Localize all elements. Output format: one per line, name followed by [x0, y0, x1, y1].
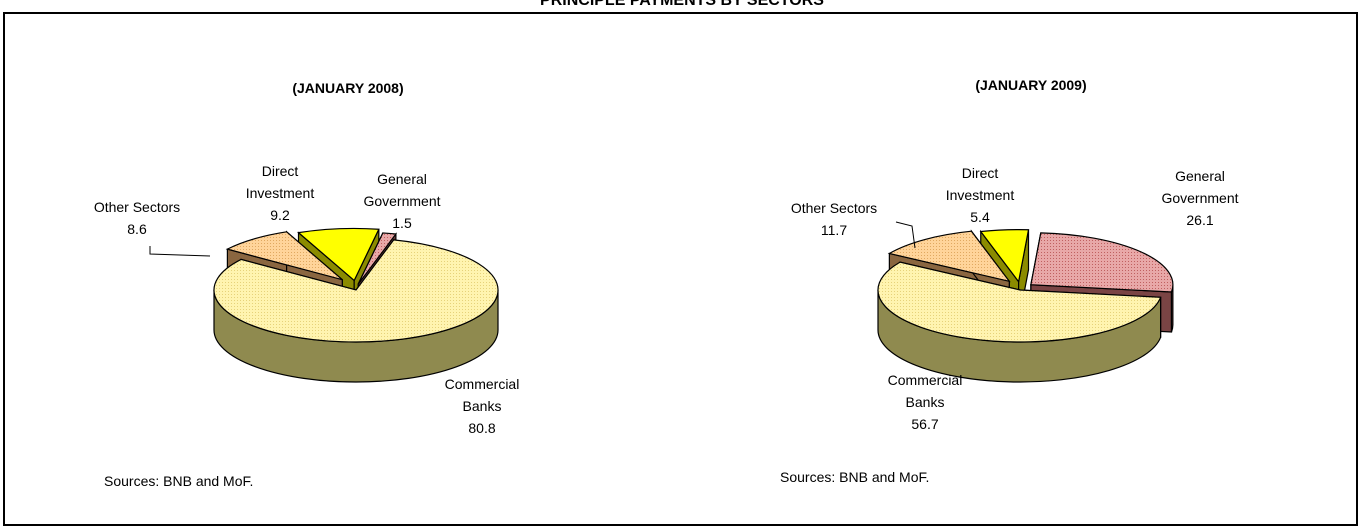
slice-name-label: Direct [262, 163, 299, 179]
chart-title: (JANUARY 2008) [292, 80, 403, 96]
chart-title: (JANUARY 2009) [975, 77, 1086, 93]
slice-name-label: General [377, 171, 427, 187]
pie-slice-top [979, 229, 1030, 284]
pie-slice-commercial-banks [213, 238, 499, 383]
leader-line [895, 221, 916, 249]
slice-name-label: Other Sectors [791, 200, 877, 216]
pie-slice-top [1030, 232, 1174, 293]
slice-name-label: Investment [946, 187, 1015, 203]
slice-name-label: Other Sectors [94, 199, 180, 215]
slice-label-general-government: General Government 26.1 [1161, 168, 1238, 228]
slice-value-label: 1.5 [392, 215, 412, 231]
slice-name-label: Direct [962, 165, 999, 181]
slice-label-direct-investment: Direct Investment 5.4 [946, 165, 1015, 225]
slice-label-other-sectors: Other Sectors 11.7 [791, 200, 916, 249]
pie-slice-top [225, 231, 343, 281]
pie-slice-top [213, 239, 499, 343]
slice-label-other-sectors: Other Sectors 8.6 [94, 199, 211, 257]
slice-name-label: Investment [246, 185, 315, 201]
chart-frame [3, 12, 1358, 526]
pie-slice-top [297, 227, 380, 282]
slice-label-commercial-banks: Commercial Banks 56.7 [888, 372, 963, 432]
slice-value-label: 80.8 [468, 420, 495, 436]
pie-slice-commercial-banks [877, 261, 1162, 383]
slice-label-commercial-banks: Commercial Banks 80.8 [445, 376, 520, 436]
slice-label-direct-investment: Direct Investment 9.2 [246, 163, 315, 223]
pie-chart-1: (JANUARY 2008) Sources: BNB and MoF. Gener… [94, 80, 520, 489]
slice-value-label: 11.7 [821, 222, 847, 238]
chart-source: Sources: BNB and MoF. [104, 473, 253, 489]
slice-name-label: Government [363, 193, 440, 209]
slice-name-label: Banks [463, 398, 502, 414]
pie-chart-2: (JANUARY 2009) Sources: BNB and MoF. Gener… [780, 77, 1239, 485]
slice-name-label: Banks [906, 394, 945, 410]
chart-source: Sources: BNB and MoF. [780, 469, 929, 485]
pie-slice-top [887, 230, 1011, 283]
slice-name-label: Commercial [888, 372, 963, 388]
slice-name-label: Government [1161, 190, 1238, 206]
page-title: PRINCIPLE PAYMENTS BY SECTORS [540, 0, 824, 9]
slice-label-general-government: General Government 1.5 [363, 171, 440, 231]
slice-name-label: General [1175, 168, 1225, 184]
pie-slice-top [357, 232, 398, 285]
slice-value-label: 56.7 [911, 416, 938, 432]
pie-slice-top [877, 261, 1162, 343]
slice-name-label: Commercial [445, 376, 520, 392]
leader-line [149, 246, 211, 257]
slice-value-label: 26.1 [1186, 212, 1213, 228]
slice-value-label: 8.6 [127, 221, 147, 237]
slice-value-label: 9.2 [270, 207, 290, 223]
slice-value-label: 5.4 [970, 209, 990, 225]
